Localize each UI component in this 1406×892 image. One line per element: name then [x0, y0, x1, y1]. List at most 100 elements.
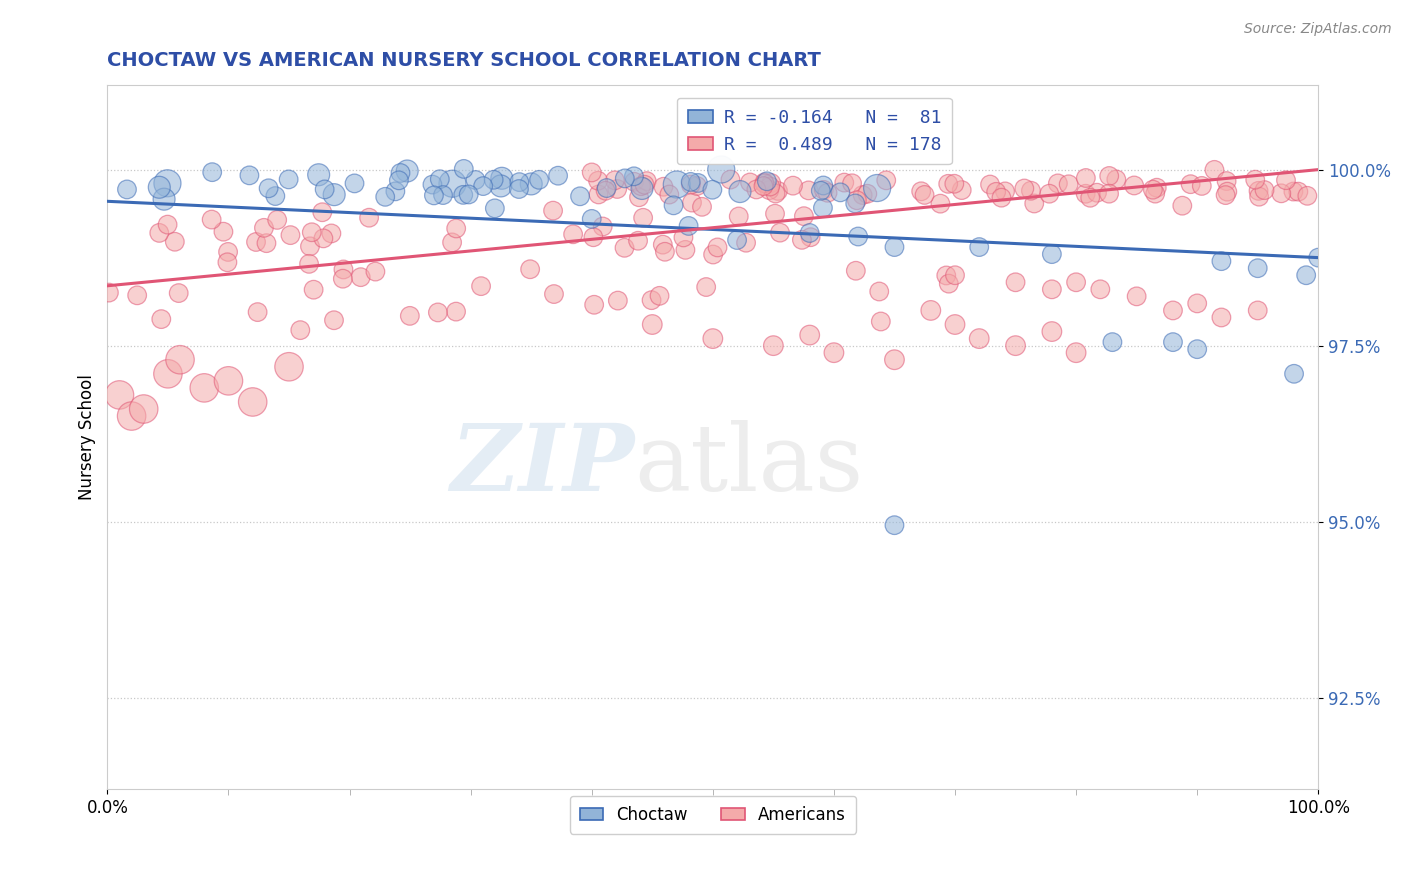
Point [201, 165, 224, 179]
Point [343, 177, 366, 191]
Point [1244, 172, 1267, 186]
Point [1064, 275, 1087, 289]
Point [662, 198, 685, 212]
Point [1040, 247, 1063, 261]
Point [451, 187, 474, 202]
Point [606, 293, 628, 308]
Point [1098, 169, 1121, 183]
Point [374, 190, 396, 204]
Point [679, 178, 702, 192]
Point [97, 285, 120, 300]
Point [308, 168, 330, 182]
Point [727, 210, 749, 224]
Point [943, 268, 966, 283]
Point [1296, 189, 1319, 203]
Point [1171, 199, 1194, 213]
Point [169, 352, 191, 367]
Point [388, 173, 411, 187]
Point [627, 234, 650, 248]
Point [1105, 172, 1128, 186]
Point [1078, 191, 1101, 205]
Point [541, 203, 564, 218]
Point [569, 189, 592, 203]
Point [1074, 171, 1097, 186]
Point [845, 193, 868, 207]
Point [967, 332, 990, 346]
Point [444, 304, 467, 318]
Point [153, 192, 176, 206]
Point [1146, 180, 1168, 194]
Point [163, 235, 186, 249]
Point [920, 303, 942, 318]
Point [264, 189, 287, 203]
Point [763, 207, 786, 221]
Point [728, 185, 751, 199]
Point [592, 219, 614, 234]
Point [323, 187, 346, 202]
Point [1040, 282, 1063, 296]
Point [321, 227, 343, 241]
Point [1064, 345, 1087, 359]
Point [311, 205, 333, 219]
Point [1004, 338, 1026, 352]
Point [652, 179, 675, 194]
Point [242, 395, 264, 409]
Point [588, 187, 610, 202]
Point [432, 188, 454, 202]
Point [636, 174, 658, 188]
Point [1098, 186, 1121, 201]
Point [1247, 261, 1270, 276]
Point [1270, 186, 1292, 201]
Point [811, 201, 834, 215]
Point [738, 176, 761, 190]
Point [631, 181, 654, 195]
Point [994, 185, 1017, 199]
Point [672, 230, 695, 244]
Point [508, 182, 530, 196]
Point [686, 176, 709, 190]
Point [217, 244, 239, 259]
Point [1216, 185, 1239, 199]
Point [929, 196, 952, 211]
Point [765, 186, 787, 201]
Point [238, 169, 260, 183]
Point [883, 352, 905, 367]
Point [457, 187, 479, 202]
Point [586, 174, 609, 188]
Point [766, 184, 789, 198]
Point [720, 172, 742, 186]
Point [799, 226, 821, 240]
Point [754, 176, 776, 190]
Point [846, 229, 869, 244]
Point [1191, 178, 1213, 193]
Point [631, 211, 654, 225]
Text: atlas: atlas [634, 420, 863, 510]
Point [1275, 173, 1298, 187]
Point [830, 186, 852, 200]
Point [813, 178, 835, 193]
Point [1161, 303, 1184, 318]
Point [979, 178, 1001, 192]
Point [290, 323, 312, 337]
Point [690, 200, 713, 214]
Point [484, 202, 506, 216]
Point [527, 173, 550, 187]
Point [470, 279, 492, 293]
Point [797, 183, 820, 197]
Point [464, 173, 486, 187]
Point [277, 172, 299, 186]
Point [613, 241, 636, 255]
Point [595, 184, 617, 198]
Point [266, 213, 288, 227]
Point [441, 235, 464, 250]
Point [936, 177, 959, 191]
Point [950, 183, 973, 197]
Y-axis label: Nursery School: Nursery School [79, 375, 96, 500]
Point [298, 257, 321, 271]
Point [520, 177, 543, 191]
Point [1308, 251, 1330, 265]
Point [519, 262, 541, 277]
Point [762, 338, 785, 352]
Point [384, 185, 406, 199]
Point [943, 177, 966, 191]
